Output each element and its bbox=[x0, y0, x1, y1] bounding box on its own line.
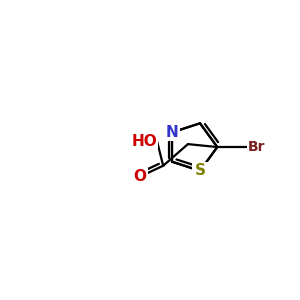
Text: N: N bbox=[194, 163, 206, 178]
Text: O: O bbox=[134, 169, 146, 184]
Text: S: S bbox=[194, 163, 206, 178]
Text: N: N bbox=[166, 125, 178, 140]
Text: HO: HO bbox=[131, 134, 157, 148]
Text: Br: Br bbox=[248, 140, 266, 154]
